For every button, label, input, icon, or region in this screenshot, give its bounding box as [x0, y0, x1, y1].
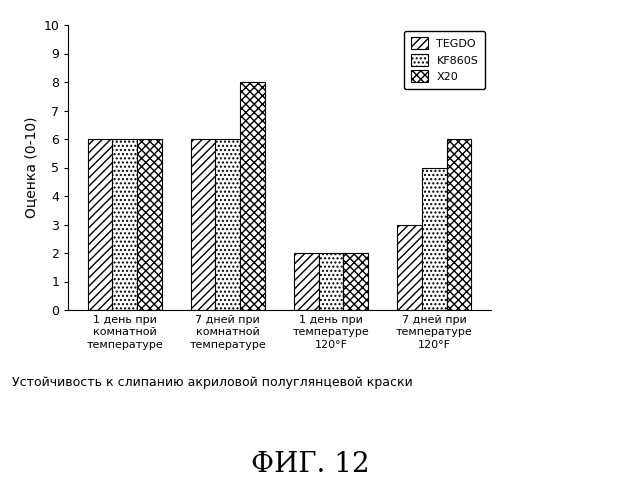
Text: Устойчивость к слипанию акриловой полуглянцевой краски: Устойчивость к слипанию акриловой полугл…	[12, 376, 413, 389]
Bar	[191, 139, 215, 310]
Bar	[112, 139, 137, 310]
Y-axis label: Оценка (0-10): Оценка (0-10)	[24, 116, 38, 218]
Text: ФИГ. 12: ФИГ. 12	[251, 452, 370, 478]
Bar	[137, 139, 162, 310]
Legend: TEGDO, KF860S, X20: TEGDO, KF860S, X20	[404, 30, 485, 89]
Bar	[88, 139, 112, 310]
Bar	[446, 139, 471, 310]
Bar	[294, 253, 319, 310]
Bar	[343, 253, 368, 310]
Bar	[240, 82, 265, 310]
Bar	[422, 168, 446, 310]
Bar	[215, 139, 240, 310]
Bar	[397, 224, 422, 310]
Bar	[319, 253, 343, 310]
